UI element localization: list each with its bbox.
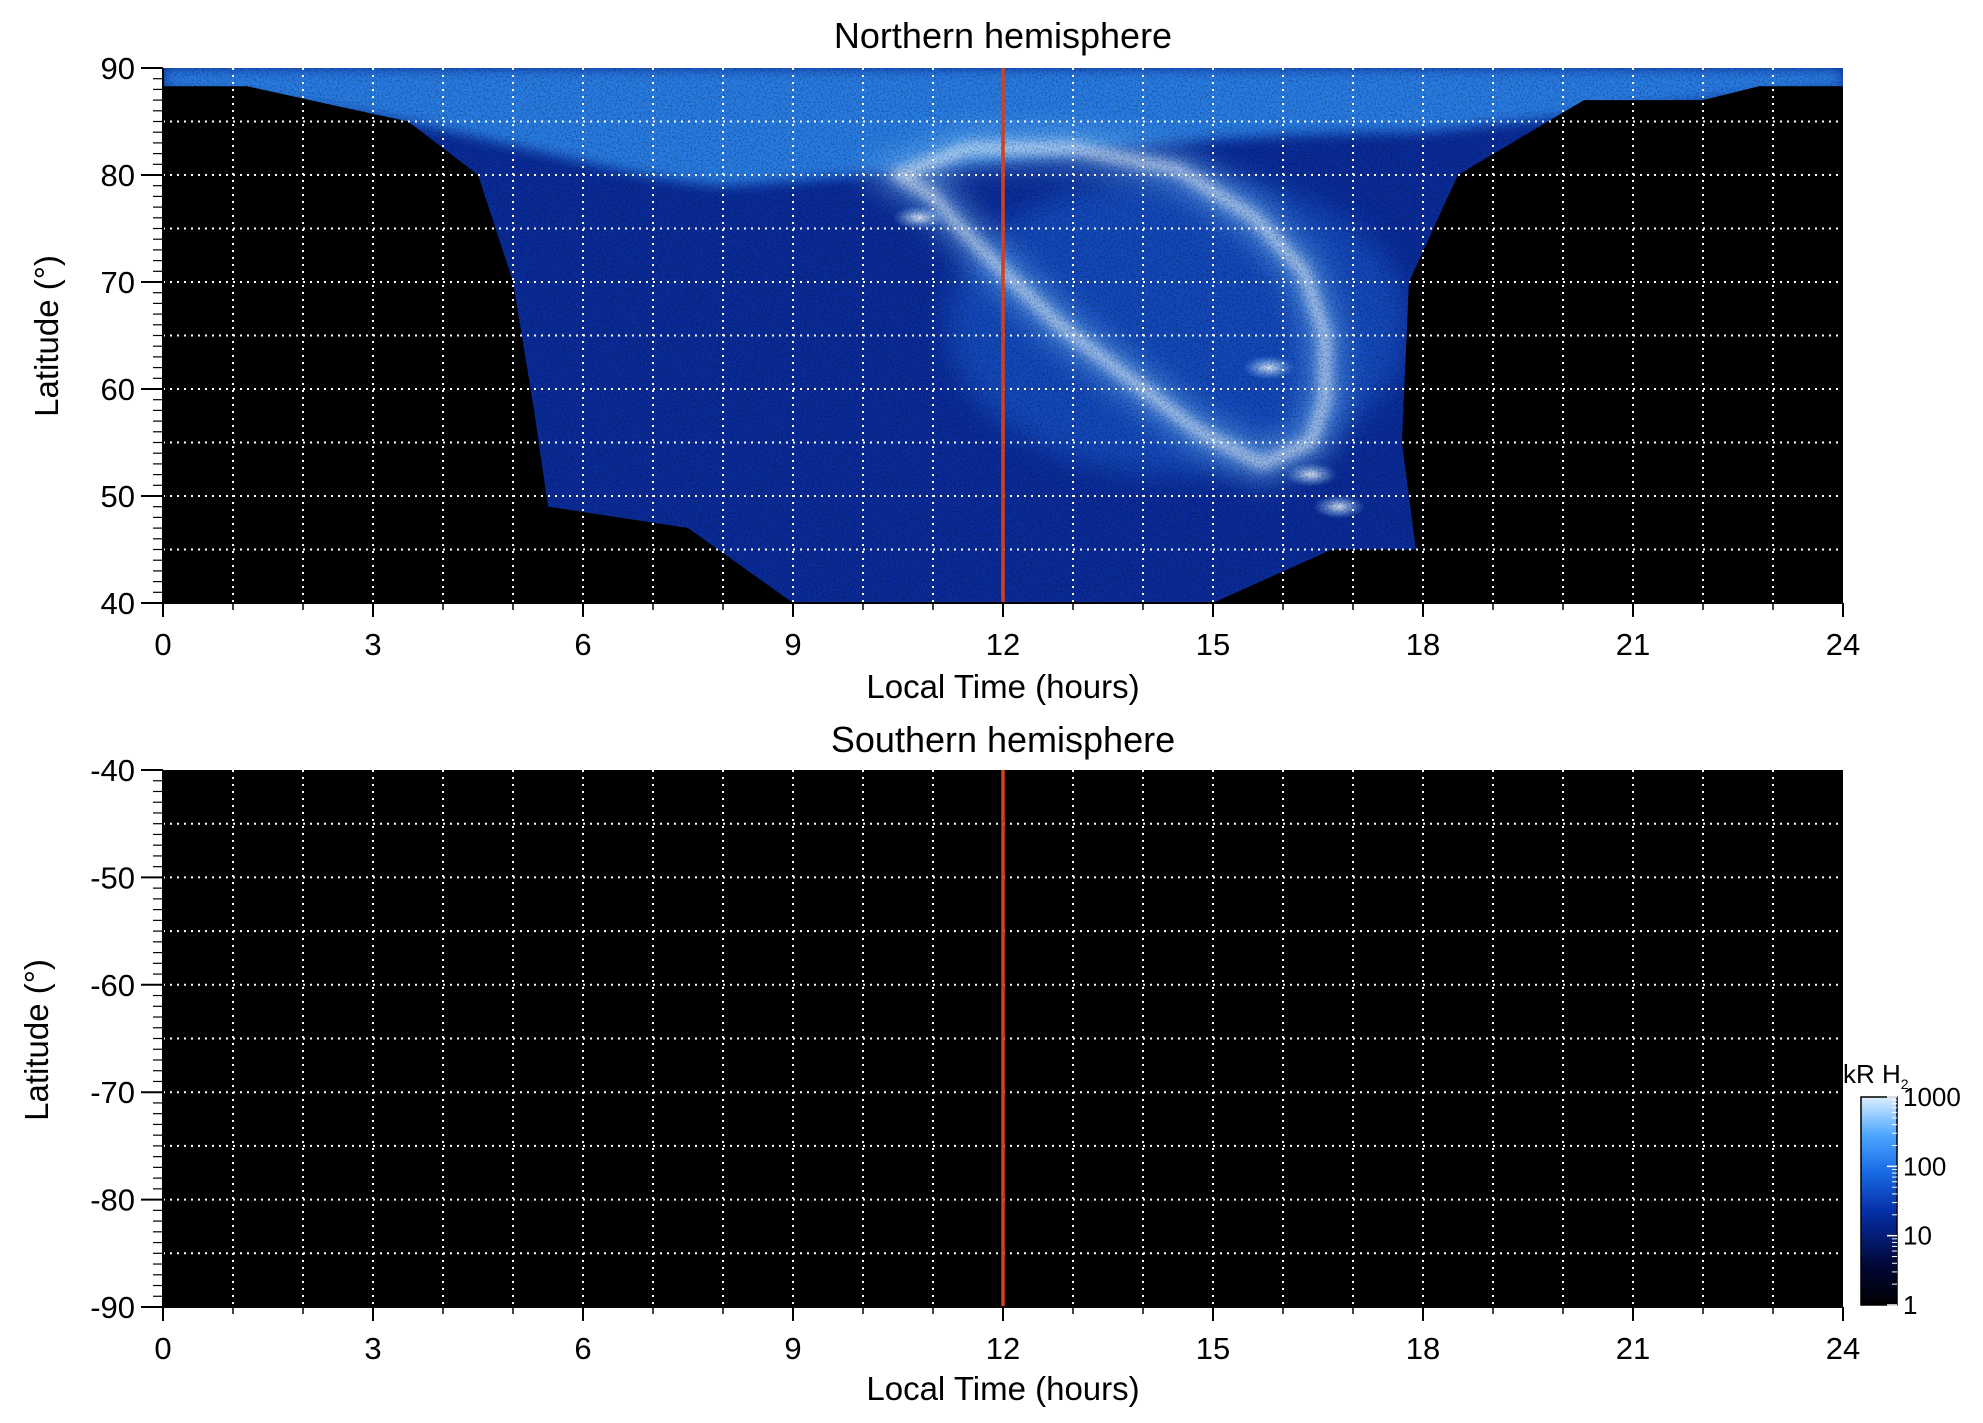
y-tick-label: -50	[90, 860, 135, 895]
x-tick-label: 3	[364, 627, 381, 662]
y-tick-label: -90	[90, 1290, 135, 1325]
y-tick-label: -40	[90, 753, 135, 788]
northern-panel: Northern hemisphere 0 3 6 9 12 15 18 21 24 40 50 60…	[28, 15, 1860, 705]
y-tick-label: 40	[101, 586, 135, 621]
northern-x-axis-label: Local Time (hours)	[866, 668, 1139, 705]
x-tick-label: 18	[1406, 627, 1440, 662]
colorbar-tick-label: 10	[1903, 1221, 1932, 1251]
x-tick-label: 0	[154, 627, 171, 662]
y-tick-label: -60	[90, 968, 135, 1003]
y-tick-label: -70	[90, 1075, 135, 1110]
colorbar-tick-label: 100	[1903, 1151, 1946, 1181]
x-tick-label: 3	[364, 1331, 381, 1366]
x-tick-label: 9	[784, 1331, 801, 1366]
y-tick-label: 80	[101, 158, 135, 193]
colorbar-tick-label: 1000	[1903, 1082, 1961, 1112]
x-tick-label: 12	[986, 627, 1020, 662]
southern-y-axis-label: Latitude (°)	[18, 959, 55, 1121]
southern-panel: Southern hemisphere 0 3 6 9 12 15 18 21 24 -40 -50…	[18, 719, 1860, 1407]
southern-axes: 0 3 6 9 12 15 18 21 24 -40 -50 -60 -70 -80 -90	[90, 753, 1860, 1366]
y-tick-label: -80	[90, 1183, 135, 1218]
northern-y-axis-label: Latitude (°)	[28, 255, 65, 417]
heatmap-no-data-mask	[163, 86, 1843, 603]
x-tick-label: 0	[154, 1331, 171, 1366]
x-tick-label: 9	[784, 627, 801, 662]
x-tick-label: 12	[986, 1331, 1020, 1366]
x-tick-label: 15	[1196, 1331, 1230, 1366]
x-tick-label: 15	[1196, 627, 1230, 662]
southern-title: Southern hemisphere	[831, 719, 1175, 760]
x-tick-label: 21	[1616, 1331, 1650, 1366]
x-tick-label: 24	[1826, 627, 1860, 662]
y-tick-label: 50	[101, 479, 135, 514]
x-tick-label: 18	[1406, 1331, 1440, 1366]
x-tick-label: 6	[574, 1331, 591, 1366]
northern-title: Northern hemisphere	[834, 15, 1172, 56]
x-tick-label: 21	[1616, 627, 1650, 662]
x-tick-label: 6	[574, 627, 591, 662]
x-tick-label: 24	[1826, 1331, 1860, 1366]
colorbar-gradient	[1860, 1096, 1898, 1306]
colorbar: kR H2 1 10 100 1000	[1843, 1059, 1961, 1320]
southern-x-axis-label: Local Time (hours)	[866, 1370, 1139, 1407]
y-tick-label: 70	[101, 265, 135, 300]
colorbar-ticks: 1 10 100 1000	[1887, 1082, 1961, 1320]
northern-axes: 0 3 6 9 12 15 18 21 24 40 50 60 70 80 90	[101, 51, 1861, 662]
y-tick-label: 60	[101, 372, 135, 407]
colorbar-label: kR H2	[1843, 1059, 1909, 1092]
y-tick-label: 90	[101, 51, 135, 86]
colorbar-tick-label: 1	[1903, 1290, 1917, 1320]
